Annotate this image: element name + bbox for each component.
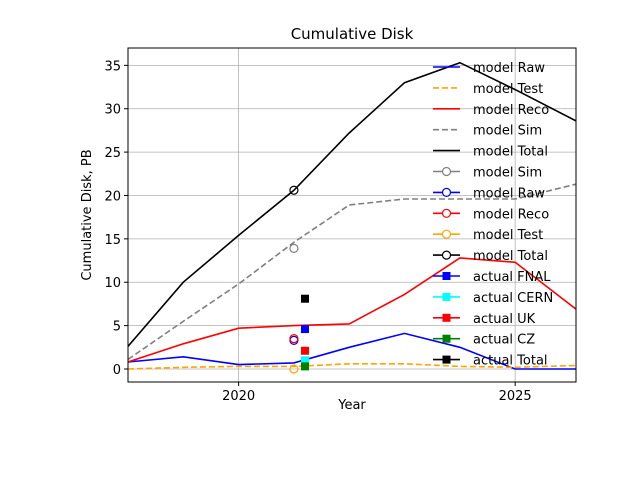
legend-swatch-marker xyxy=(441,166,452,177)
y-tick-label: 15 xyxy=(104,233,121,248)
legend-entry: actual Total xyxy=(433,354,548,369)
series-line-model-raw xyxy=(128,332,576,370)
legend-entry: model Reco xyxy=(433,207,549,222)
legend-entry: actual CZ xyxy=(433,333,535,348)
legend-entry: model Sim xyxy=(433,166,542,181)
y-tick-label: 20 xyxy=(104,189,121,204)
legend-swatch-marker xyxy=(441,229,452,239)
legend-label: model Reco xyxy=(473,207,549,222)
y-tick-label: 30 xyxy=(104,103,121,118)
legend-label: actual UK xyxy=(473,312,536,327)
legend-entry: actual CERN xyxy=(433,291,553,306)
legend-label: model Total xyxy=(473,249,548,264)
point-model-sim xyxy=(289,243,299,253)
legend-entry: model Reco xyxy=(433,103,549,118)
x-axis-label: Year xyxy=(337,398,366,413)
legend: model Raw model Test model Reco model Sim mo… xyxy=(433,61,553,369)
plot-points xyxy=(289,185,309,374)
point-model-test xyxy=(289,364,299,374)
legend-label: actual Total xyxy=(473,354,548,369)
legend-entry: model Total xyxy=(433,145,548,160)
series-line-model-total xyxy=(128,61,576,347)
x-tick-label: 2020 xyxy=(222,389,255,404)
legend-swatch-marker xyxy=(442,313,451,322)
y-tick-label: 25 xyxy=(104,146,121,161)
point-actual-uk xyxy=(300,346,309,355)
legend-label: model Total xyxy=(473,145,548,160)
grid xyxy=(128,48,576,382)
point-actual-cern xyxy=(300,356,309,365)
legend-swatch-marker xyxy=(442,355,451,364)
y-tick-label: 10 xyxy=(104,276,121,291)
point-actual-total xyxy=(300,294,309,303)
legend-entry: model Total xyxy=(433,249,548,264)
y-tick-label: 35 xyxy=(104,59,121,74)
y-tick-label: 5 xyxy=(113,320,121,335)
legend-label: actual CZ xyxy=(473,333,535,348)
point-actual-cz xyxy=(300,362,309,371)
legend-label: model Reco xyxy=(473,103,549,118)
legend-entry: model Sim xyxy=(433,124,542,139)
point-model-total xyxy=(289,185,299,195)
legend-swatch-marker xyxy=(442,272,451,280)
legend-swatch-marker xyxy=(441,250,452,260)
series-line-model-reco xyxy=(128,257,576,363)
legend-swatch-marker xyxy=(441,187,452,197)
legend-label: model Test xyxy=(473,228,543,243)
y-axis-label: Cumulative Disk, PB xyxy=(80,149,95,280)
legend-label: model Test xyxy=(473,82,543,97)
legend-entry: actual FNAL xyxy=(433,270,551,285)
legend-label: model Sim xyxy=(473,124,542,139)
series-line-model-sim xyxy=(128,183,576,361)
legend-label: model Raw xyxy=(473,61,545,76)
legend-entry: model Raw xyxy=(433,186,545,201)
legend-label: model Raw xyxy=(473,186,545,201)
legend-label: actual FNAL xyxy=(473,270,551,285)
point-model-reco xyxy=(289,334,299,344)
legend-swatch-marker xyxy=(441,208,452,218)
legend-entry: model Test xyxy=(433,228,543,243)
legend-entry: model Test xyxy=(433,82,543,97)
plot-frame xyxy=(127,47,577,383)
legend-entry: model Raw xyxy=(433,61,545,76)
legend-entry: actual UK xyxy=(433,312,536,327)
y-tick-label: 0 xyxy=(113,363,121,378)
legend-swatch-marker xyxy=(442,292,451,301)
x-tick-label: 2025 xyxy=(499,389,532,404)
legend-label: model Sim xyxy=(473,166,542,181)
plot-series xyxy=(128,61,576,370)
series-line-model-test xyxy=(128,362,576,370)
chart-title: Cumulative Disk xyxy=(291,25,414,43)
legend-swatch-marker xyxy=(442,334,451,343)
point-actual-fnal xyxy=(300,325,309,334)
legend-label: actual CERN xyxy=(473,291,553,306)
